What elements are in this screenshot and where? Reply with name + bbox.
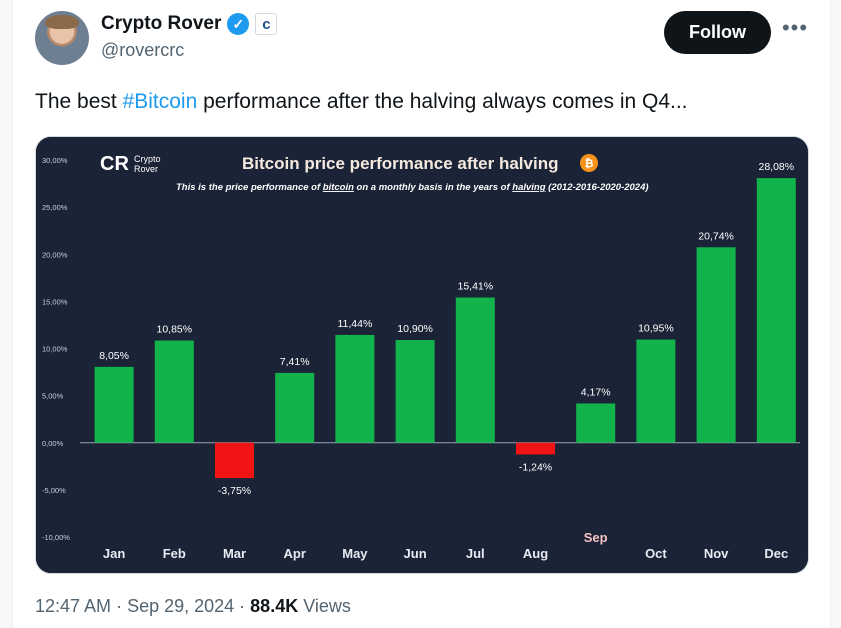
y-tick-label: -5,00%: [42, 486, 66, 495]
y-tick-label: 10,00%: [42, 345, 68, 354]
x-tick-label: Sep: [584, 530, 608, 545]
y-tick-label: 30,00%: [42, 156, 68, 165]
bar-sep: [576, 403, 616, 443]
x-tick-label: Oct: [645, 546, 667, 561]
x-tick-label: Jan: [103, 546, 125, 561]
bars: [94, 178, 796, 479]
logo-text-line2: Rover: [134, 164, 158, 174]
x-tick-label: Mar: [223, 546, 246, 561]
data-labels: 8,05% 10,85% -3,75% 7,41% 11,44% 10,90% 15,41%…: [99, 161, 794, 497]
y-tick-label: 0,00%: [42, 439, 64, 448]
author-row: Crypto Rover ✓ c: [101, 13, 278, 35]
bar-may: [335, 334, 375, 443]
tweet-card: Crypto Rover ✓ c @rovercrc Follow ••• Th…: [12, 0, 831, 628]
bar-nov: [696, 247, 736, 443]
logo-text-line1: Crypto: [134, 154, 161, 164]
y-tick-label: 5,00%: [42, 392, 64, 401]
y-tick-label: -10,00%: [42, 533, 70, 542]
tweet-meta: 12:47 AM · Sep 29, 2024 · 88.4K Views: [35, 596, 351, 616]
data-label: -1,24%: [519, 461, 552, 473]
x-tick-label: Nov: [704, 546, 729, 561]
y-axis: 30,00% 25,00% 20,00% 15,00% 10,00% 5,00% 0,00%…: [42, 156, 70, 542]
verified-badge-icon[interactable]: ✓: [227, 13, 250, 35]
data-label: 15,41%: [457, 281, 493, 293]
views-count[interactable]: 88.4K: [250, 596, 299, 616]
x-tick-label: Aug: [523, 546, 548, 561]
bitcoin-icon: [580, 154, 598, 172]
data-label: 28,08%: [758, 161, 794, 173]
x-axis: Jan Feb Mar Apr May Jun Jul Aug Sep Oct Nov Dec: [103, 530, 788, 561]
bar-jun: [395, 340, 435, 443]
bar-dec: [756, 178, 796, 443]
tweet-date[interactable]: Sep 29, 2024: [127, 596, 235, 616]
chart-subtitle: This is the price performance of bitcoin…: [176, 182, 649, 193]
hashtag-link[interactable]: #Bitcoin: [122, 90, 198, 113]
x-tick-label: Apr: [284, 546, 306, 561]
x-tick-label: May: [342, 546, 368, 561]
tweet-text-before: The best: [35, 90, 123, 113]
author-name[interactable]: Crypto Rover: [101, 13, 222, 34]
x-tick-label: Feb: [163, 546, 186, 561]
chart-logo: CR Crypto Rover: [100, 153, 161, 175]
data-label: 20,74%: [698, 230, 734, 242]
logo-mark: CR: [100, 153, 129, 175]
data-label: 4,17%: [581, 386, 611, 398]
views-label: Views: [298, 596, 351, 616]
data-label: 10,95%: [638, 323, 674, 335]
x-tick-label: Jun: [404, 546, 427, 561]
x-tick-label: Jul: [466, 546, 485, 561]
data-label: 7,41%: [280, 356, 310, 368]
data-label: -3,75%: [218, 485, 251, 497]
bar-mar: [215, 442, 254, 479]
bar-feb: [154, 340, 194, 443]
data-label: 10,90%: [397, 323, 433, 335]
y-tick-label: 25,00%: [42, 203, 68, 212]
tweet-text-after: performance after the halving always com…: [197, 90, 688, 113]
bar-jul: [455, 297, 495, 443]
y-tick-label: 20,00%: [42, 250, 68, 259]
bar-jan: [94, 366, 134, 443]
chart-title: Bitcoin price performance after halving: [242, 154, 558, 173]
tweet-media-image[interactable]: CR Crypto Rover Bitcoin price performanc…: [35, 136, 809, 574]
more-options-icon[interactable]: •••: [781, 15, 809, 40]
bar-chart: CR Crypto Rover Bitcoin price performanc…: [36, 137, 808, 573]
y-tick-label: 15,00%: [42, 297, 68, 306]
bar-apr: [275, 372, 315, 443]
tweet-time[interactable]: 12:47 AM: [35, 596, 112, 616]
data-label: 11,44%: [337, 318, 372, 330]
bar-oct: [636, 339, 676, 443]
data-label: 10,85%: [156, 323, 192, 335]
tweet-text: The best #Bitcoin performance after the …: [35, 90, 688, 114]
bitcoin-icon-glyph: ₿: [585, 157, 594, 170]
follow-button[interactable]: Follow: [664, 11, 771, 54]
data-label: 8,05%: [99, 350, 129, 362]
x-tick-label: Dec: [764, 546, 788, 561]
affiliate-badge-icon[interactable]: c: [255, 13, 278, 35]
avatar[interactable]: [35, 11, 89, 65]
author-handle[interactable]: @rovercrc: [101, 40, 185, 60]
bar-aug: [516, 442, 555, 455]
